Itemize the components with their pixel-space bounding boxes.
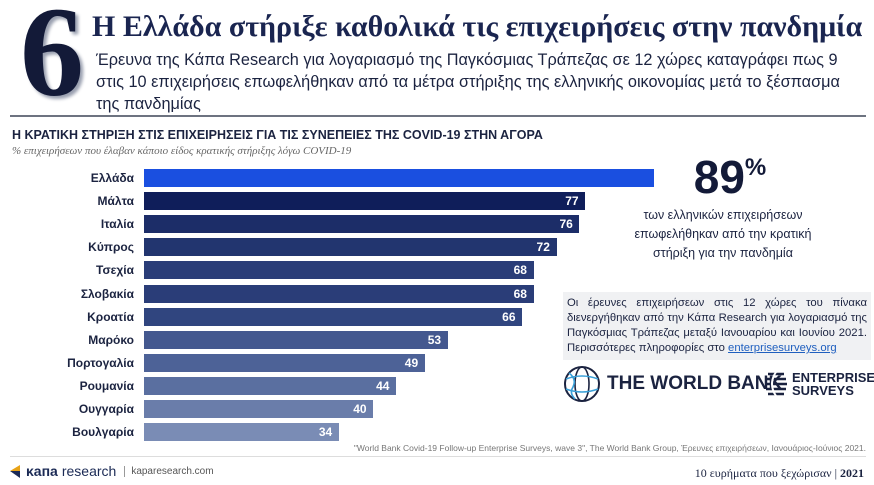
bar-value: 66 [502, 309, 516, 324]
brand-kapa: κапа [26, 463, 58, 479]
note-text: Οι έρευνες επιχειρήσεων στις 12 χώρες το… [567, 297, 867, 354]
highlight-unit: % [744, 154, 767, 181]
bar-value: 76 [559, 217, 573, 232]
bar-label: Τσεχία [96, 263, 134, 278]
bar [144, 238, 557, 257]
bar-label: Πορτογαλία [67, 355, 134, 370]
page-title: Η Ελλάδα στήριξε καθολικά τις επιχειρήσε… [92, 10, 863, 43]
bar-label: Ιταλία [100, 217, 134, 232]
bar-label: Μαρόκο [88, 332, 134, 347]
bar-label: Ουγγαρία [78, 402, 134, 416]
bar-label: Βουλγαρία [72, 425, 134, 440]
world-bank-text: THE WORLD BANK [607, 373, 783, 394]
bar [144, 215, 580, 234]
highlight-number: 89 [693, 151, 745, 203]
bar [144, 353, 425, 372]
world-bank-logo: THE WORLD BANK [563, 365, 782, 403]
globe-icon [564, 366, 600, 402]
bar [144, 261, 534, 280]
bar [144, 376, 397, 395]
website-link[interactable]: kaparesearch.com [124, 465, 214, 477]
chart-title: Η ΚΡΑΤΙΚΗ ΣΤΗΡΙΞΗ ΣΤΙΣ ΕΠΙΧΕΙΡΗΣΕΙΣ ΓΙΑ … [12, 128, 543, 142]
kapa-research-logo: κапа research kaparesearch.com [8, 463, 214, 479]
bar-label: Κροατία [87, 309, 134, 324]
enterprise-surveys-icon [765, 371, 787, 397]
highlight-value: 89% [640, 150, 820, 204]
bar [144, 307, 523, 326]
bar [144, 400, 374, 418]
bar-label: Ρουμανία [79, 378, 134, 393]
series-name: 10 ευρήματα που ξεχώρισαν | [694, 466, 840, 480]
enterprisesurveys-link[interactable]: enterprisesurveys.org [728, 342, 837, 354]
page-subtitle: Έρευνα της Κάπα Research για λογαριασμό … [96, 51, 840, 113]
chart-subtitle: % επιχειρήσεων που έλαβαν κάποιο είδος κ… [12, 145, 352, 157]
survey-note: Οι έρευνες επιχειρήσεων στις 12 χώρες το… [563, 292, 871, 360]
bar-value: 34 [318, 425, 333, 440]
footer-divider [10, 456, 866, 457]
bar-label: Κύπρος [88, 240, 134, 255]
series-year: 2021 [840, 466, 864, 480]
bar-value: 77 [565, 194, 579, 209]
bar [144, 169, 654, 187]
brand-research: research [61, 463, 117, 479]
bar [144, 192, 586, 211]
bar-value: 44 [376, 378, 390, 393]
bar-label: Μάλτα [97, 194, 134, 209]
bar-value: 40 [353, 402, 367, 416]
enterprise-surveys-logo: ENTERPRISE SURVEYS [764, 371, 874, 397]
source-note: "World Bank Covid-19 Follow-up Enterpris… [353, 443, 866, 453]
bar-label: Σλοβακία [80, 286, 134, 301]
divider [10, 115, 866, 117]
footer-series: 10 ευρήματα που ξεχώρισαν | 2021 [695, 466, 864, 481]
bar-value: 72 [536, 240, 550, 255]
bar-value: 68 [513, 286, 527, 301]
section-number: 6 [20, 0, 84, 123]
surveys-text: SURVEYS [792, 383, 854, 398]
bar [144, 423, 339, 442]
bar-value: 53 [427, 332, 442, 347]
highlight-text: των ελληνικών επιχειρήσεων επωφελήθηκαν … [634, 208, 812, 260]
bar [144, 330, 448, 349]
bar-label: Ελλάδα [90, 171, 134, 185]
bar-value: 68 [513, 263, 527, 278]
enterprise-text: ENTERPRISE [792, 370, 874, 385]
bar-value: 49 [404, 355, 419, 370]
bar [144, 284, 534, 303]
kapa-logo-icon [10, 465, 20, 478]
